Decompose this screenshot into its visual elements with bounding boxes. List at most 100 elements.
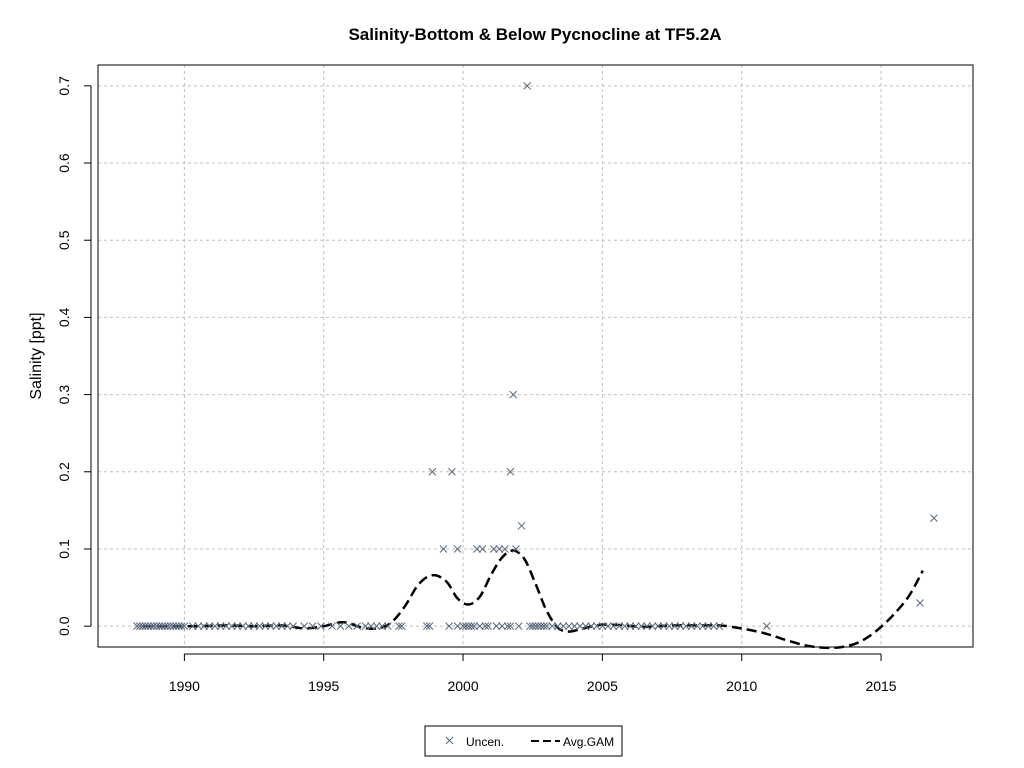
data-point <box>637 622 646 631</box>
data-point <box>475 622 484 631</box>
data-point <box>709 622 718 631</box>
data-point <box>665 622 674 631</box>
data-point <box>492 622 501 631</box>
legend-marker-uncen <box>445 736 454 745</box>
data-point <box>308 622 317 631</box>
y-axis-label: Salinity [ppt] <box>28 312 45 399</box>
data-point <box>620 622 629 631</box>
data-point <box>227 622 236 631</box>
data-point <box>422 622 431 631</box>
data-point <box>467 622 476 631</box>
x-tick-label: 2000 <box>447 678 478 694</box>
y-tick-label: 0.2 <box>56 462 72 482</box>
data-point <box>631 622 640 631</box>
data-point <box>222 622 231 631</box>
data-point <box>155 622 164 631</box>
y-tick-label: 0.4 <box>56 307 72 327</box>
legend-box <box>424 725 623 757</box>
data-point <box>654 622 662 631</box>
data-point <box>353 622 362 631</box>
data-point <box>540 622 548 631</box>
data-point <box>194 622 203 631</box>
data-point <box>670 622 679 631</box>
data-point <box>205 622 214 631</box>
data-point <box>704 622 713 631</box>
data-point <box>930 514 938 522</box>
data-point <box>587 622 596 631</box>
data-point <box>762 622 771 631</box>
legend-label-gam: Avg.GAM <box>563 735 614 749</box>
data-point <box>149 622 158 631</box>
data-point <box>336 622 345 631</box>
data-point <box>459 622 467 631</box>
data-point <box>698 622 707 631</box>
data-point <box>445 622 453 631</box>
data-point <box>395 622 403 631</box>
data-point <box>188 622 197 631</box>
data-point <box>289 622 297 631</box>
y-tick-label: 0.7 <box>56 76 72 96</box>
data-point <box>158 622 166 631</box>
data-point <box>528 622 537 631</box>
data-point <box>687 622 696 631</box>
data-point <box>553 622 562 631</box>
data-point <box>317 622 325 631</box>
x-tick-label: 2015 <box>865 678 896 694</box>
data-point <box>453 545 462 553</box>
data-point <box>255 622 264 631</box>
data-point <box>138 622 147 631</box>
plot-frame <box>97 64 974 648</box>
data-point <box>152 622 161 631</box>
data-point <box>484 622 492 631</box>
data-point <box>604 622 612 631</box>
data-point <box>598 622 607 631</box>
data-point <box>531 622 540 631</box>
data-point <box>144 622 153 631</box>
data-point <box>283 622 292 631</box>
data-point <box>448 467 456 476</box>
data-point <box>177 622 186 631</box>
x-tick-label: 1995 <box>308 678 339 694</box>
data-point <box>581 622 590 631</box>
data-point <box>509 390 518 399</box>
y-tick-label: 0.6 <box>56 153 72 173</box>
data-point <box>512 545 520 553</box>
data-point <box>383 622 392 631</box>
data-point <box>693 622 701 631</box>
data-point <box>559 622 568 631</box>
data-point <box>676 622 685 631</box>
data-point <box>272 622 281 631</box>
data-point <box>161 622 169 631</box>
data-point <box>174 622 183 631</box>
data-point <box>609 622 618 631</box>
gam-line <box>142 549 924 650</box>
data-point <box>361 622 370 631</box>
data-point <box>523 81 531 90</box>
data-point <box>526 622 534 631</box>
legend-label-uncen: Uncen. <box>466 735 504 749</box>
data-point <box>916 599 924 607</box>
data-point <box>682 622 690 631</box>
points-layer <box>133 81 938 631</box>
data-point <box>328 622 336 631</box>
data-point <box>163 622 172 631</box>
data-point <box>495 545 504 553</box>
data-point <box>498 622 506 631</box>
data-point <box>648 622 657 631</box>
data-point <box>372 622 381 631</box>
data-point <box>428 467 437 476</box>
data-point <box>542 622 551 631</box>
data-point <box>169 622 178 631</box>
x-tick-label: 1990 <box>169 678 200 694</box>
data-point <box>233 622 242 631</box>
data-point <box>570 622 579 631</box>
data-point <box>537 622 545 631</box>
data-point <box>517 521 526 530</box>
data-point <box>461 622 470 631</box>
data-point <box>397 622 406 631</box>
gam-layer <box>142 549 924 650</box>
data-point <box>506 622 515 631</box>
data-point <box>261 622 270 631</box>
x-tick-label: 2010 <box>726 678 757 694</box>
